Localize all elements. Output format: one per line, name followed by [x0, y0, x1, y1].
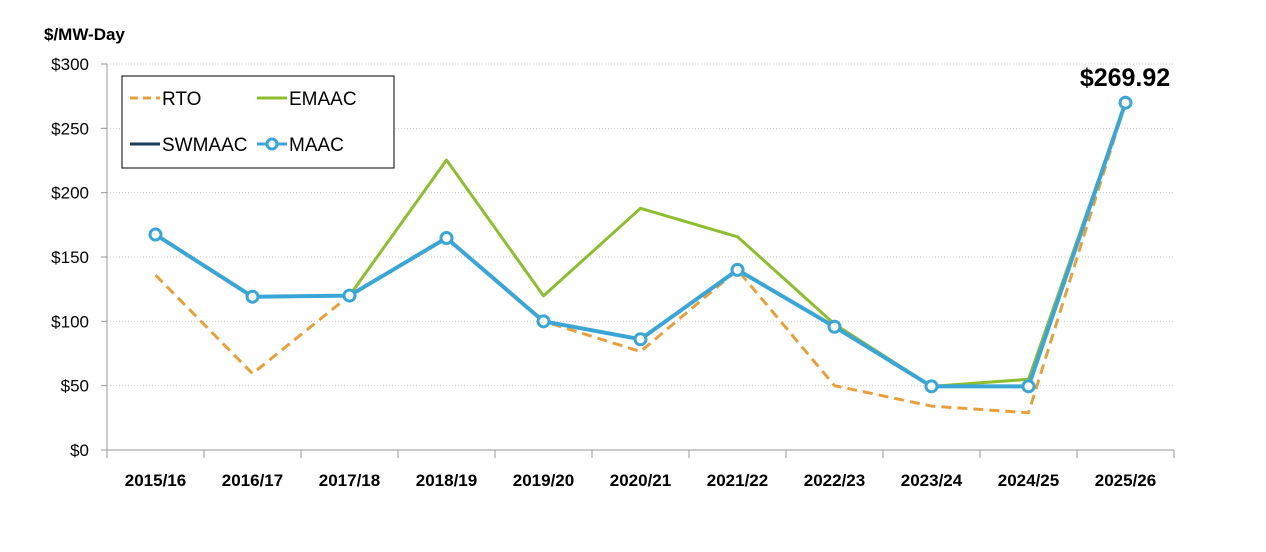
legend-label-rto: RTO	[162, 89, 201, 110]
x-tick-label: 2022/23	[804, 471, 865, 490]
data-point-maac	[730, 262, 745, 277]
data-point-maac	[439, 230, 454, 245]
legend-label-emaac: EMAAC	[289, 89, 357, 110]
y-tick-label: $150	[51, 248, 89, 267]
annotation-label: $269.92	[1080, 64, 1170, 92]
legend-label-maac: MAAC	[289, 135, 344, 156]
data-point-maac	[148, 227, 163, 242]
legend: RTO EMAAC SWMAAC MAAC	[121, 75, 395, 169]
y-tick-label: $250	[51, 119, 89, 138]
x-tick-label: 2015/16	[125, 471, 186, 490]
y-tick-label: $200	[51, 184, 89, 203]
y-tick-label: $100	[51, 312, 89, 331]
series-line-rto	[154, 102, 1127, 415]
x-tick-label: 2023/24	[901, 471, 963, 490]
y-tick-label: $300	[51, 55, 89, 74]
data-point-maac	[536, 314, 551, 329]
data-point-maac	[1118, 95, 1133, 110]
data-point-maac	[827, 319, 842, 334]
x-tick-label: 2018/19	[416, 471, 477, 490]
data-point-maac	[633, 332, 648, 347]
x-tick-label: 2021/22	[707, 471, 768, 490]
x-tick-label: 2024/25	[998, 471, 1059, 490]
x-tick-label: 2020/21	[610, 471, 671, 490]
y-tick-label: $50	[61, 377, 89, 396]
y-axis-unit-label: $/MW-Day	[44, 25, 125, 44]
x-tick-label: 2017/18	[319, 471, 380, 490]
data-point-maac	[342, 288, 357, 303]
x-tick-label: 2025/26	[1095, 471, 1156, 490]
legend-label-swmaac: SWMAAC	[162, 135, 248, 156]
legend-marker-maac	[265, 137, 279, 151]
data-point-maac	[1021, 379, 1036, 394]
data-point-maac	[245, 289, 260, 304]
x-tick-label: 2016/17	[222, 471, 283, 490]
y-tick-label: $0	[70, 441, 89, 460]
data-point-maac	[924, 379, 939, 394]
x-tick-label: 2019/20	[513, 471, 574, 490]
